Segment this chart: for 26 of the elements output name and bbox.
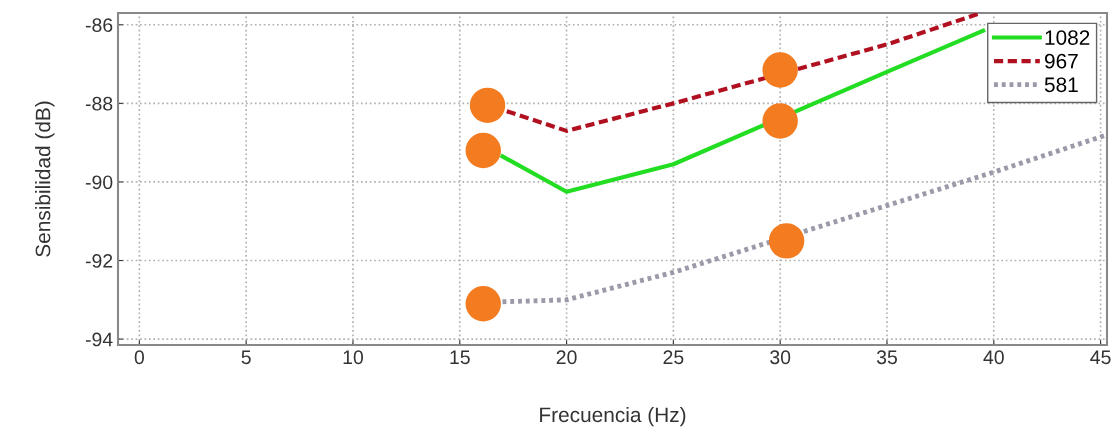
y-tick-label: -88 — [85, 96, 113, 111]
x-tick-label: 5 — [241, 350, 251, 365]
point — [768, 223, 805, 259]
point — [465, 132, 501, 169]
x-tick-label: 20 — [556, 350, 577, 365]
x-tick-label: 10 — [343, 350, 364, 365]
point — [762, 103, 798, 139]
x-tick-label: 15 — [450, 350, 470, 365]
x-tick-label: 0 — [134, 350, 145, 365]
y-tick-label: -92 — [85, 253, 113, 268]
y-axis-title: Sensibilidad (dB) — [35, 101, 55, 257]
x-tick-label: 40 — [983, 350, 1004, 365]
y-tick-label: -86 — [85, 18, 113, 33]
point — [465, 286, 501, 322]
y-tick-label: -94 — [85, 332, 113, 347]
legend-label: 1082 — [1045, 30, 1090, 45]
y-tick-label: -90 — [85, 175, 113, 190]
x-tick-label: 35 — [876, 350, 897, 365]
x-axis-title: Frecuencia (Hz) — [540, 406, 686, 427]
x-tick-label: 30 — [770, 350, 791, 365]
legend-label: 967 — [1044, 53, 1078, 69]
point — [469, 87, 506, 124]
x-tick-label: 25 — [663, 350, 684, 365]
legend-label: 581 — [1044, 77, 1078, 93]
point — [762, 52, 798, 88]
x-tick-label: 45 — [1090, 350, 1111, 365]
